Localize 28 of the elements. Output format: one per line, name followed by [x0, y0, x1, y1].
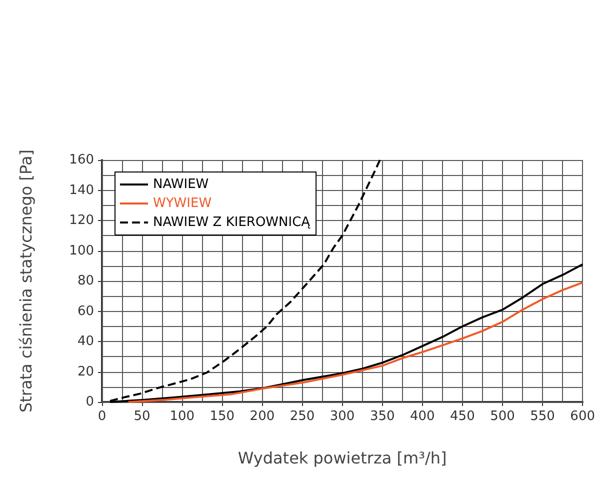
- x-tick-label: 550: [530, 409, 555, 424]
- x-tick-label: 50: [134, 409, 150, 424]
- x-axis-title: Wydatek powietrza [m³/h]: [238, 448, 447, 468]
- y-tick-label: 140: [69, 182, 94, 198]
- y-tick-label: 80: [77, 274, 94, 288]
- y-tick-label: 60: [77, 304, 94, 319]
- x-tick-label: 600: [570, 409, 596, 424]
- legend-label: WYWIEW: [153, 196, 212, 211]
- x-tick-label: 0: [98, 409, 106, 424]
- x-tick-label: 450: [450, 409, 475, 424]
- y-tick-label: 120: [69, 213, 94, 228]
- y-tick-label: 20: [77, 364, 94, 380]
- x-tick-label: 150: [210, 409, 235, 424]
- line-series: [127, 282, 584, 403]
- x-tick-label: 200: [250, 409, 275, 424]
- legend-label: NAWIEW: [153, 177, 209, 192]
- x-tick-label: 400: [410, 409, 435, 424]
- x-tick-label: 300: [330, 409, 355, 424]
- y-axis-title: Strata ciśnienia statycznego [Pa]: [16, 149, 36, 413]
- y-tick-label: 160: [69, 152, 94, 168]
- y-tick-label: 100: [69, 243, 94, 258]
- x-tick-label: 350: [370, 409, 395, 424]
- legend-label: NAWIEW Z KIEROWNICĄ: [153, 215, 312, 230]
- y-tick-label: 0: [86, 394, 94, 410]
- x-tick-label: 100: [170, 409, 195, 424]
- x-tick-label: 500: [490, 409, 515, 424]
- y-tick-label: 40: [77, 334, 94, 349]
- x-tick-label: 250: [290, 409, 315, 424]
